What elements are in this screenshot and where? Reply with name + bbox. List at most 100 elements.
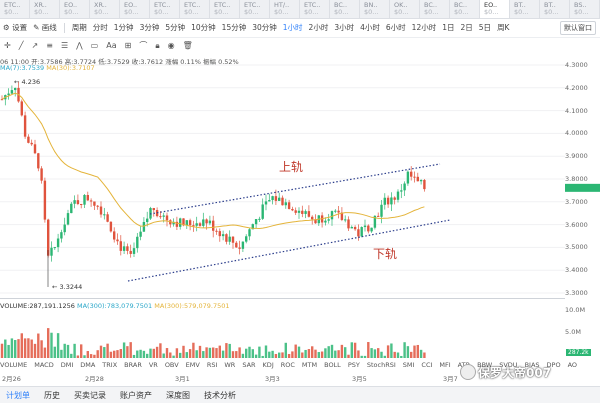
volume-bar xyxy=(423,352,426,358)
indicator-option[interactable]: CCI xyxy=(421,361,433,369)
market-tab[interactable]: EO.. $0... xyxy=(480,0,510,18)
candle-body xyxy=(202,219,205,226)
indicator-option[interactable]: AO xyxy=(567,361,578,369)
line-icon[interactable]: ╱ xyxy=(18,41,24,50)
interval-option[interactable]: 3分钟 xyxy=(139,23,160,32)
interval-option[interactable]: 10分钟 xyxy=(191,23,216,32)
indicator-option[interactable]: BOLL xyxy=(324,361,341,369)
interval-option[interactable]: 1小时 xyxy=(282,23,303,32)
footer-tab[interactable]: 买卖记录 xyxy=(74,390,106,400)
text-icon[interactable]: Aa xyxy=(106,41,117,50)
indicator-option[interactable]: VR xyxy=(148,361,158,369)
fib-icon[interactable]: ☰ xyxy=(60,41,69,50)
interval-option[interactable]: 分时 xyxy=(92,23,108,32)
indicator-option[interactable]: SMI xyxy=(402,361,415,369)
indicator-option[interactable]: WR xyxy=(224,361,236,369)
interval-option[interactable]: 3小时 xyxy=(334,23,355,32)
market-tab[interactable]: ETC.. $0... xyxy=(210,0,240,18)
volume-bar xyxy=(307,349,311,358)
interval-option[interactable]: 1日 xyxy=(442,23,455,32)
volume-bar xyxy=(350,342,353,358)
market-tab[interactable]: HT/.. $0... xyxy=(270,0,300,18)
draw-button[interactable]: ✎ 画线 xyxy=(33,23,57,32)
footer-tab[interactable]: 历史 xyxy=(44,390,60,400)
interval-option[interactable]: 6小时 xyxy=(385,23,406,32)
indicator-option[interactable]: BRAR xyxy=(124,361,142,369)
indicator-option[interactable]: ROC xyxy=(280,361,295,369)
market-tab-symbol: BN.. xyxy=(364,1,378,9)
market-tab[interactable]: XR.. $0... xyxy=(30,0,60,18)
market-tab[interactable]: BC.. $0... xyxy=(450,0,480,18)
indicator-option[interactable]: MTM xyxy=(301,361,318,369)
channel-icon[interactable]: ≡ xyxy=(46,41,53,50)
info-low: 低:3.7529 xyxy=(98,58,130,66)
crosshair-icon[interactable]: ✛ xyxy=(4,41,11,50)
interval-option[interactable]: 4小时 xyxy=(360,23,380,32)
interval-option[interactable]: 30分钟 xyxy=(252,23,277,32)
indicator-option[interactable]: StochRSI xyxy=(366,361,396,369)
indicator-option[interactable]: OBV xyxy=(164,361,179,369)
indicator-option[interactable]: SVDU xyxy=(499,361,518,369)
indicator-option[interactable]: KDJ xyxy=(262,361,274,369)
indicator-option[interactable]: SAR xyxy=(242,361,256,369)
footer-tab[interactable]: 计划单 xyxy=(6,390,30,400)
price-tick: 3.6000 xyxy=(565,220,588,229)
market-tab[interactable]: BC.. $0... xyxy=(420,0,450,18)
market-tab[interactable]: OK.. $0... xyxy=(390,0,420,18)
pattern-icon[interactable]: ⋀ xyxy=(76,41,83,50)
indicator-option[interactable]: BBW xyxy=(477,361,493,369)
market-tab[interactable]: BC.. $0... xyxy=(330,0,360,18)
footer-tab[interactable]: 技术分析 xyxy=(204,390,236,400)
market-tab[interactable]: XR.. $0... xyxy=(90,0,120,18)
interval-option[interactable]: 15分钟 xyxy=(221,23,247,32)
market-tab[interactable]: BT.. $0... xyxy=(540,0,570,18)
indicator-option[interactable]: MACD xyxy=(34,361,54,369)
indicator-option[interactable]: EMV xyxy=(185,361,200,369)
candle-body xyxy=(198,223,202,226)
indicator-option[interactable]: DMA xyxy=(80,361,96,369)
candle-body xyxy=(347,219,350,229)
indicator-option[interactable]: MFI xyxy=(439,361,451,369)
trash-icon[interactable]: 🗑︎ xyxy=(182,41,193,50)
candle-body xyxy=(380,204,383,217)
indicator-option[interactable]: RSI xyxy=(206,361,218,369)
settings-button[interactable]: ⚙ 设置 xyxy=(3,23,28,32)
pane-divider[interactable] xyxy=(0,298,565,299)
indicator-option[interactable]: BIAS xyxy=(524,361,540,369)
indicator-option[interactable]: TRIX xyxy=(102,361,118,369)
volume-bar xyxy=(139,349,142,358)
market-tab[interactable]: ETC.. $0... xyxy=(300,0,330,18)
interval-option[interactable]: 周K xyxy=(497,23,510,32)
shape-icon[interactable]: ▭ xyxy=(90,41,99,50)
volume-bar xyxy=(274,353,278,358)
market-tab[interactable]: ETC.. $0... xyxy=(0,0,30,18)
interval-option[interactable]: 5日 xyxy=(478,23,492,32)
indicator-option[interactable]: VOLUME xyxy=(0,361,28,369)
indicator-option[interactable]: DPO xyxy=(546,361,561,369)
market-tab[interactable]: ETC.. $0... xyxy=(150,0,180,18)
measure-icon[interactable]: ⊞ xyxy=(124,41,132,50)
market-tab[interactable]: EO.. $0... xyxy=(60,0,90,18)
market-tab[interactable]: ETC.. $0... xyxy=(240,0,270,18)
lock-icon[interactable]: 🔒︎ xyxy=(155,40,160,50)
interval-option[interactable]: 1分钟 xyxy=(113,23,134,32)
market-tab[interactable]: ETC.. $0... xyxy=(180,0,210,18)
market-tab[interactable]: BS.. $0... xyxy=(570,0,600,18)
market-tab[interactable]: BN.. $0... xyxy=(360,0,390,18)
default-window-button[interactable]: 默认窗口 xyxy=(560,21,596,35)
market-tab[interactable]: BT.. $0... xyxy=(510,0,540,18)
ray-icon[interactable]: ↗ xyxy=(31,41,39,50)
interval-option[interactable]: 12小时 xyxy=(411,23,437,32)
time-tick: 3月7 xyxy=(443,375,458,383)
indicator-option[interactable]: DMI xyxy=(60,361,74,369)
footer-tab[interactable]: 账户资产 xyxy=(120,390,152,400)
indicator-option[interactable]: PSY xyxy=(347,361,360,369)
interval-option[interactable]: 5分钟 xyxy=(165,23,186,32)
interval-option[interactable]: 2日 xyxy=(460,23,473,32)
market-tab[interactable]: EO.. $0... xyxy=(120,0,150,18)
market-tab-price: $0... xyxy=(334,8,349,16)
magnet-icon[interactable]: ⌒ xyxy=(139,41,148,50)
footer-tab[interactable]: 深度图 xyxy=(166,390,190,400)
interval-option[interactable]: 2小时 xyxy=(308,23,329,32)
eye-icon[interactable]: ◉ xyxy=(167,41,175,50)
